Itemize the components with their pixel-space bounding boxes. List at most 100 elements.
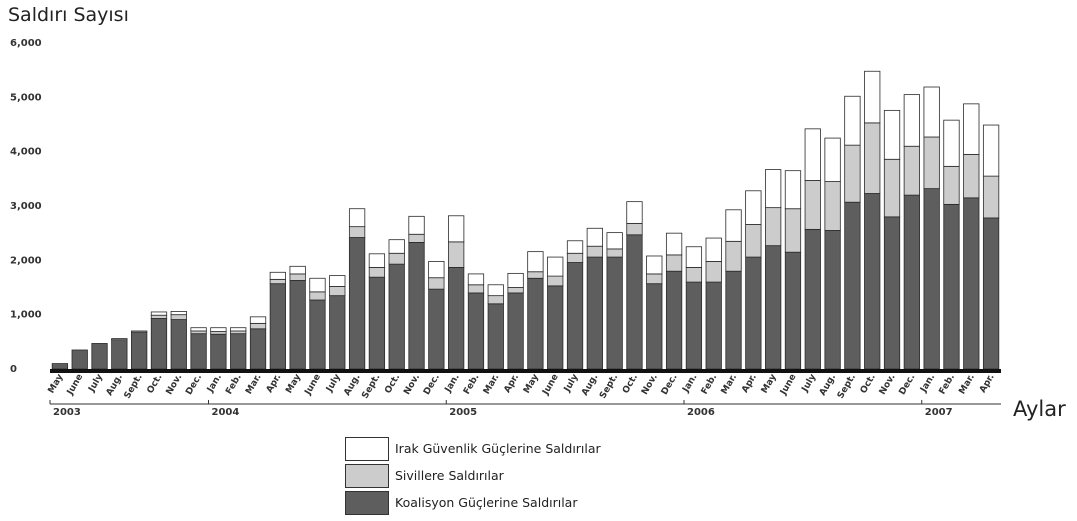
bar-segment bbox=[646, 283, 663, 370]
bar-segment bbox=[784, 251, 802, 370]
x-tick-label: Nov. bbox=[878, 373, 898, 397]
x-axis-line bbox=[50, 369, 1001, 373]
bar-segment bbox=[408, 215, 425, 235]
bar-segment bbox=[883, 158, 901, 218]
bar-segment bbox=[903, 94, 920, 147]
x-tick-label: Apr. bbox=[503, 373, 522, 395]
bar-segment bbox=[943, 165, 960, 205]
bar-segment bbox=[329, 286, 346, 297]
year-label: 2004 bbox=[212, 407, 240, 418]
bar-segment bbox=[428, 277, 445, 290]
bar-segment bbox=[705, 281, 722, 370]
x-tick-label: Dec. bbox=[898, 373, 918, 397]
bar-segment bbox=[170, 314, 187, 320]
bar-segment bbox=[111, 339, 128, 370]
bar-segment bbox=[903, 145, 920, 196]
bar-segment bbox=[408, 242, 425, 370]
bar-segment bbox=[606, 256, 623, 370]
legend-item: Irak Güvenlik Güçlerine Saldırılar bbox=[345, 436, 665, 463]
bar-segment bbox=[51, 363, 69, 370]
bar-segment bbox=[547, 256, 564, 277]
bar-segment bbox=[170, 319, 187, 370]
bar-segment bbox=[923, 188, 940, 370]
x-axis-title: Aylar bbox=[1013, 397, 1066, 421]
x-tick-label: Apr. bbox=[740, 373, 759, 395]
bar-segment bbox=[388, 263, 405, 370]
bar-segment bbox=[368, 253, 386, 268]
bar-segment bbox=[923, 136, 940, 190]
x-tick-label: Sept. bbox=[360, 373, 382, 401]
bar-segment bbox=[765, 169, 782, 209]
bar-segment bbox=[309, 291, 326, 301]
bar-segment bbox=[329, 275, 346, 287]
bar-segment bbox=[210, 331, 227, 335]
x-tick-label: Aug. bbox=[580, 373, 600, 398]
bar-segment bbox=[963, 197, 980, 370]
x-tick-label: Feb. bbox=[700, 373, 720, 397]
bar-segment bbox=[864, 122, 881, 194]
x-tick-label: Feb. bbox=[224, 373, 244, 397]
x-tick-label: June bbox=[303, 373, 323, 398]
bar-segment bbox=[448, 241, 465, 268]
legend: Irak Güvenlik Güçlerine Saldırılar Sivill… bbox=[345, 436, 665, 517]
bar-segment bbox=[864, 193, 881, 370]
bar-segment bbox=[269, 271, 286, 280]
bar-segment bbox=[725, 270, 742, 370]
bar-segment bbox=[448, 215, 465, 243]
x-tick-label: Aug. bbox=[818, 373, 838, 398]
x-tick-label: Jan. bbox=[918, 373, 937, 396]
year-label: 2006 bbox=[687, 407, 715, 418]
bar-segment bbox=[388, 239, 405, 254]
x-tick-label: Jan. bbox=[443, 373, 462, 396]
x-tick-label: July bbox=[562, 372, 581, 394]
bar-segment bbox=[943, 203, 960, 370]
bar-segment bbox=[963, 153, 980, 199]
x-tick-label: Dec. bbox=[660, 373, 680, 397]
bar-segment bbox=[348, 237, 366, 370]
bar-segment bbox=[111, 338, 128, 341]
bar-segment bbox=[448, 266, 465, 370]
y-tick-label: 1,000 bbox=[10, 310, 42, 321]
legend-label: Irak Güvenlik Güçlerine Saldırılar bbox=[395, 441, 601, 456]
bar-segment bbox=[230, 333, 247, 370]
y-tick-label: 0 bbox=[10, 364, 17, 375]
bar-segment bbox=[725, 209, 742, 242]
x-tick-label: Mar. bbox=[482, 373, 501, 397]
legend-label: Koalisyon Güçlerine Saldırılar bbox=[395, 495, 578, 510]
bar-segment bbox=[765, 207, 782, 247]
bar-segment bbox=[864, 70, 881, 124]
bar-segment bbox=[388, 252, 405, 265]
bar-segment bbox=[626, 222, 643, 236]
bar-segment bbox=[289, 265, 306, 275]
bar-segment bbox=[71, 349, 88, 370]
y-tick-label: 4,000 bbox=[10, 147, 42, 158]
y-tick-label: 6,000 bbox=[10, 38, 42, 49]
bar-segment bbox=[507, 287, 524, 294]
x-tick-label: July bbox=[324, 372, 343, 394]
bar-segment bbox=[249, 328, 267, 370]
x-tick-label: May bbox=[284, 372, 303, 395]
legend-swatch bbox=[345, 464, 389, 488]
bar-segment bbox=[249, 322, 267, 330]
bar-segment bbox=[586, 256, 603, 370]
bar-segment bbox=[566, 262, 584, 370]
x-tick-label: Nov. bbox=[640, 373, 660, 397]
bar-segment bbox=[745, 190, 762, 225]
bar-segment bbox=[507, 272, 524, 288]
y-axis-title: Saldırı Sayısı bbox=[8, 4, 129, 26]
bar-segment bbox=[606, 248, 623, 258]
bar-segment bbox=[150, 314, 168, 319]
bar-segment bbox=[230, 327, 247, 332]
bar-segment bbox=[368, 266, 386, 278]
bar-segment bbox=[982, 217, 1000, 370]
bar-segment bbox=[725, 240, 742, 272]
legend-swatch bbox=[345, 437, 389, 461]
x-tick-label: Jan. bbox=[681, 373, 700, 396]
x-tick-label: Aug. bbox=[342, 373, 362, 398]
bar-segment bbox=[487, 284, 504, 297]
x-tick-label: Sept. bbox=[123, 373, 145, 401]
bar-segment bbox=[784, 208, 802, 253]
bar-segment bbox=[606, 232, 623, 250]
bar-segment bbox=[804, 228, 821, 370]
bar-segment bbox=[566, 252, 584, 263]
